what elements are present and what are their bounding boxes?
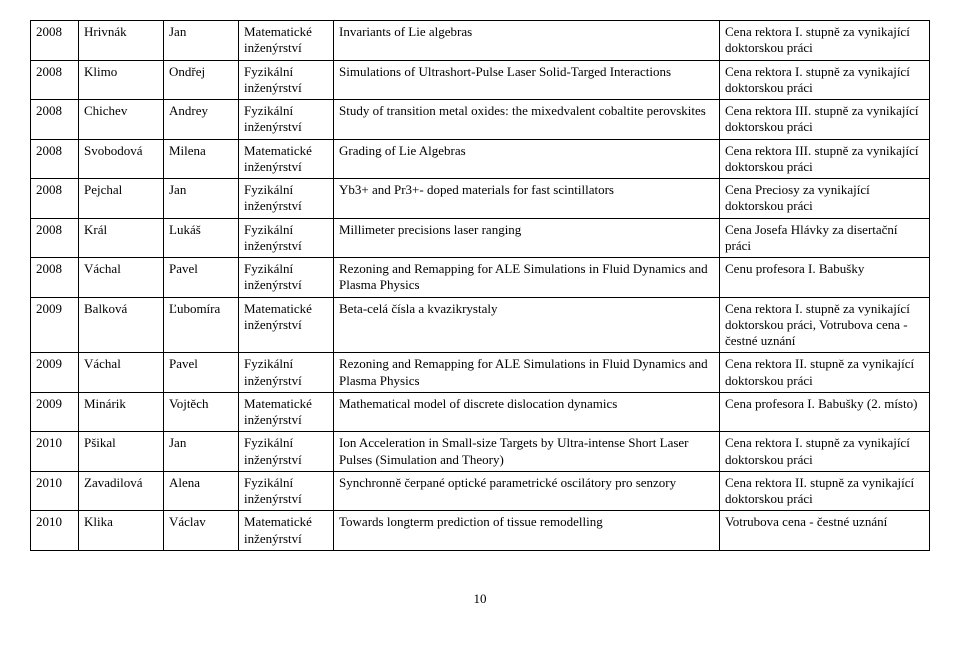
cell-year: 2010 (31, 432, 79, 472)
table-row: 2009VáchalPavelFyzikální inženýrstvíRezo… (31, 353, 930, 393)
table-row: 2009BalkováĽubomíraMatematické inženýrst… (31, 297, 930, 353)
cell-award: Cena rektora II. stupně za vynikající do… (720, 471, 930, 511)
cell-dept: Matematické inženýrství (239, 297, 334, 353)
cell-surname: Pšikal (79, 432, 164, 472)
cell-first: Lukáš (164, 218, 239, 258)
cell-award: Cena rektora I. stupně za vynikající dok… (720, 432, 930, 472)
cell-surname: Klimo (79, 60, 164, 100)
table-row: 2008HrivnákJanMatematické inženýrstvíInv… (31, 21, 930, 61)
page-number: 10 (30, 591, 930, 607)
cell-dept: Fyzikální inženýrství (239, 432, 334, 472)
cell-award: Cena Preciosy za vynikající doktorskou p… (720, 179, 930, 219)
cell-title: Synchronně čerpané optické parametrické … (334, 471, 720, 511)
cell-surname: Pejchal (79, 179, 164, 219)
table-row: 2008PejchalJanFyzikální inženýrstvíYb3+ … (31, 179, 930, 219)
cell-dept: Fyzikální inženýrství (239, 353, 334, 393)
cell-surname: Váchal (79, 258, 164, 298)
cell-dept: Fyzikální inženýrství (239, 100, 334, 140)
table-row: 2008KlimoOndřejFyzikální inženýrstvíSimu… (31, 60, 930, 100)
cell-award: Cena rektora III. stupně za vynikající d… (720, 100, 930, 140)
cell-dept: Fyzikální inženýrství (239, 258, 334, 298)
cell-title: Ion Acceleration in Small-size Targets b… (334, 432, 720, 472)
cell-title: Beta-celá čísla a kvazikrystaly (334, 297, 720, 353)
cell-title: Simulations of Ultrashort-Pulse Laser So… (334, 60, 720, 100)
cell-year: 2009 (31, 353, 79, 393)
cell-dept: Matematické inženýrství (239, 21, 334, 61)
cell-award: Votrubova cena - čestné uznání (720, 511, 930, 551)
cell-award: Cena rektora I. stupně za vynikající dok… (720, 60, 930, 100)
cell-dept: Fyzikální inženýrství (239, 60, 334, 100)
cell-dept: Fyzikální inženýrství (239, 179, 334, 219)
cell-dept: Matematické inženýrství (239, 139, 334, 179)
cell-first: Jan (164, 21, 239, 61)
table-row: 2008ChichevAndreyFyzikální inženýrstvíSt… (31, 100, 930, 140)
cell-surname: Váchal (79, 353, 164, 393)
cell-title: Mathematical model of discrete dislocati… (334, 392, 720, 432)
cell-year: 2010 (31, 511, 79, 551)
cell-year: 2008 (31, 179, 79, 219)
cell-year: 2008 (31, 139, 79, 179)
cell-title: Towards longterm prediction of tissue re… (334, 511, 720, 551)
cell-first: Jan (164, 179, 239, 219)
cell-first: Ondřej (164, 60, 239, 100)
cell-year: 2008 (31, 21, 79, 61)
cell-dept: Matematické inženýrství (239, 511, 334, 551)
cell-title: Rezoning and Remapping for ALE Simulatio… (334, 258, 720, 298)
cell-year: 2008 (31, 100, 79, 140)
cell-award: Cenu profesora I. Babušky (720, 258, 930, 298)
cell-title: Invariants of Lie algebras (334, 21, 720, 61)
cell-surname: Svobodová (79, 139, 164, 179)
table-row: 2010ZavadilováAlenaFyzikální inženýrství… (31, 471, 930, 511)
cell-surname: Král (79, 218, 164, 258)
cell-title: Millimeter precisions laser ranging (334, 218, 720, 258)
cell-award: Cena rektora I. stupně za vynikající dok… (720, 21, 930, 61)
cell-first: Pavel (164, 258, 239, 298)
cell-dept: Matematické inženýrství (239, 392, 334, 432)
cell-year: 2008 (31, 258, 79, 298)
table-row: 2010KlikaVáclavMatematické inženýrstvíTo… (31, 511, 930, 551)
cell-first: Václav (164, 511, 239, 551)
cell-surname: Minárik (79, 392, 164, 432)
cell-year: 2009 (31, 297, 79, 353)
cell-first: Jan (164, 432, 239, 472)
cell-award: Cena Josefa Hlávky za disertační práci (720, 218, 930, 258)
cell-award: Cena rektora III. stupně za vynikající d… (720, 139, 930, 179)
cell-surname: Chichev (79, 100, 164, 140)
cell-title: Study of transition metal oxides: the mi… (334, 100, 720, 140)
cell-year: 2008 (31, 60, 79, 100)
awards-table: 2008HrivnákJanMatematické inženýrstvíInv… (30, 20, 930, 551)
table-row: 2008VáchalPavelFyzikální inženýrstvíRezo… (31, 258, 930, 298)
cell-first: Alena (164, 471, 239, 511)
cell-award: Cena rektora I. stupně za vynikající dok… (720, 297, 930, 353)
table-row: 2008KrálLukášFyzikální inženýrství Milli… (31, 218, 930, 258)
cell-first: Vojtěch (164, 392, 239, 432)
cell-year: 2010 (31, 471, 79, 511)
table-row: 2008SvobodováMilenaMatematické inženýrst… (31, 139, 930, 179)
cell-surname: Zavadilová (79, 471, 164, 511)
cell-year: 2008 (31, 218, 79, 258)
cell-title: Grading of Lie Algebras (334, 139, 720, 179)
cell-first: Milena (164, 139, 239, 179)
cell-surname: Klika (79, 511, 164, 551)
cell-first: Ľubomíra (164, 297, 239, 353)
cell-first: Pavel (164, 353, 239, 393)
cell-first: Andrey (164, 100, 239, 140)
table-row: 2010PšikalJanFyzikální inženýrstvíIon Ac… (31, 432, 930, 472)
cell-dept: Fyzikální inženýrství (239, 471, 334, 511)
cell-title: Yb3+ and Pr3+- doped materials for fast … (334, 179, 720, 219)
cell-award: Cena profesora I. Babušky (2. místo) (720, 392, 930, 432)
cell-year: 2009 (31, 392, 79, 432)
cell-surname: Hrivnák (79, 21, 164, 61)
cell-title: Rezoning and Remapping for ALE Simulatio… (334, 353, 720, 393)
cell-dept: Fyzikální inženýrství (239, 218, 334, 258)
table-row: 2009MinárikVojtěchMatematické inženýrstv… (31, 392, 930, 432)
cell-surname: Balková (79, 297, 164, 353)
cell-award: Cena rektora II. stupně za vynikající do… (720, 353, 930, 393)
